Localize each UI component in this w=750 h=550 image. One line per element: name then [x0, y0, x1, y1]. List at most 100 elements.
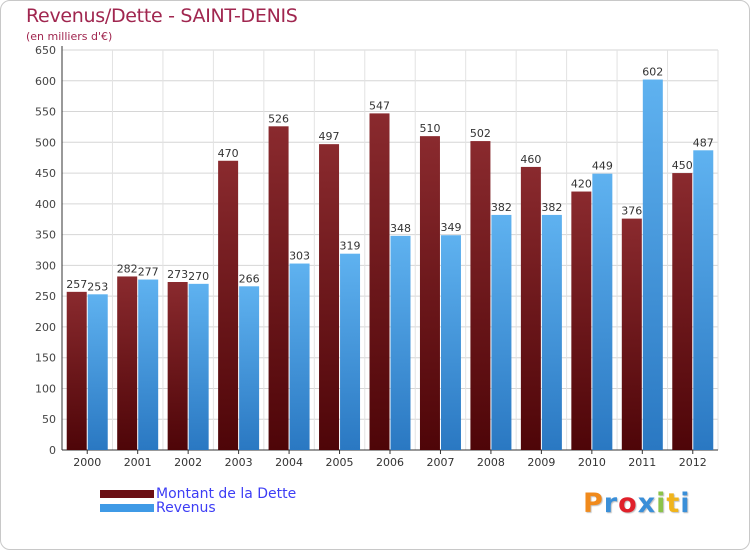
data-label: 526 — [268, 112, 289, 125]
y-tick-label: 400 — [35, 198, 56, 211]
x-tick-label: 2009 — [527, 456, 555, 469]
bar-revenus — [693, 150, 714, 451]
x-tick-label: 2008 — [477, 456, 505, 469]
bar-dette — [621, 218, 642, 450]
y-tick-label: 350 — [35, 229, 56, 242]
data-label: 266 — [239, 272, 260, 285]
bar-revenus — [188, 283, 209, 450]
axes: 0 50 100 150 200 250 300 350 400 450 500 550 600 650 2… — [35, 44, 718, 469]
data-label: 303 — [289, 250, 310, 263]
y-tick-label: 500 — [35, 136, 56, 149]
legend-swatch-revenus — [100, 504, 154, 512]
x-tick-label: 2011 — [628, 456, 656, 469]
bar-revenus — [642, 79, 663, 451]
y-tick-label: 200 — [35, 321, 56, 334]
data-label: 382 — [491, 201, 512, 214]
proxiti-logo: Proxiti — [583, 488, 691, 519]
y-tick-label: 650 — [35, 44, 56, 57]
y-tick-label: 100 — [35, 382, 56, 395]
data-label: 282 — [117, 262, 138, 275]
bar-revenus — [340, 253, 361, 450]
legend-item-dette: Montant de la Dette — [100, 486, 296, 502]
data-label: 253 — [87, 280, 108, 293]
data-label: 547 — [369, 99, 390, 112]
bar-revenus — [138, 279, 159, 450]
data-label: 349 — [440, 221, 461, 234]
bar-revenus — [592, 173, 613, 450]
x-tick-label: 2003 — [225, 456, 253, 469]
y-tick-label: 550 — [35, 106, 56, 119]
logo-letter: t — [666, 488, 681, 519]
data-label: 460 — [520, 153, 541, 166]
chart-subtitle: (en milliers d'€) — [26, 30, 113, 43]
bar-dette — [268, 126, 289, 451]
y-tick-label: 50 — [42, 413, 56, 426]
bar-dette — [520, 166, 541, 450]
bar-revenus — [87, 294, 108, 450]
data-label: 470 — [218, 147, 239, 160]
x-tick-label: 2000 — [73, 456, 101, 469]
y-tick-label: 600 — [35, 75, 56, 88]
data-label: 487 — [693, 136, 714, 149]
data-labels: 257 253 282 277 273 270 470 266 526 303 497 319 547 3… — [66, 66, 714, 294]
x-tick-label: 2010 — [578, 456, 606, 469]
data-label: 450 — [672, 159, 693, 172]
bars — [66, 79, 714, 451]
y-tick-label: 250 — [35, 290, 56, 303]
bar-dette — [319, 144, 340, 450]
bar-dette — [369, 113, 390, 450]
data-label: 497 — [319, 130, 340, 143]
logo-letter: x — [637, 488, 657, 519]
bar-dette — [167, 282, 188, 450]
bar-revenus — [239, 286, 260, 450]
bar-dette — [218, 160, 239, 450]
x-tick-label: 2007 — [426, 456, 454, 469]
grid-lines — [61, 49, 719, 450]
bar-revenus — [440, 235, 461, 450]
data-label: 376 — [621, 205, 642, 218]
data-label: 319 — [340, 240, 361, 253]
logo-letter: i — [656, 488, 667, 519]
data-label: 602 — [642, 66, 663, 79]
data-label: 270 — [188, 270, 209, 283]
bar-revenus — [491, 214, 512, 450]
data-label: 420 — [571, 178, 592, 191]
bar-revenus — [541, 214, 562, 450]
y-tick-label: 0 — [49, 444, 56, 457]
logo-letter: r — [603, 488, 619, 519]
data-label: 277 — [138, 266, 159, 279]
legend-label-dette: Montant de la Dette — [156, 486, 297, 502]
y-tick-label: 150 — [35, 352, 56, 365]
data-label: 273 — [167, 268, 188, 281]
logo-letter: P — [583, 488, 604, 519]
x-tick-label: 2001 — [124, 456, 152, 469]
data-label: 348 — [390, 222, 411, 235]
legend-swatch-dette — [100, 490, 154, 498]
x-tick-label: 2002 — [174, 456, 202, 469]
bar-dette — [419, 136, 440, 450]
data-label: 382 — [541, 201, 562, 214]
legend-label-revenus: Revenus — [156, 500, 216, 516]
logo-letter: i — [680, 488, 691, 519]
bar-dette — [571, 191, 592, 451]
x-tick-label: 2004 — [275, 456, 303, 469]
x-tick-label: 2012 — [679, 456, 707, 469]
data-label: 257 — [66, 278, 87, 291]
data-label: 449 — [592, 160, 613, 173]
data-label: 502 — [470, 127, 491, 140]
y-tick-label: 300 — [35, 259, 56, 272]
x-tick-label: 2005 — [326, 456, 354, 469]
legend-item-revenus: Revenus — [100, 500, 216, 516]
y-tick-label: 450 — [35, 167, 56, 180]
bar-dette — [117, 276, 138, 450]
x-tick-label: 2006 — [376, 456, 404, 469]
bar-revenus — [390, 235, 411, 450]
bar-dette — [66, 291, 87, 450]
bar-dette — [470, 141, 491, 451]
logo-letter: o — [618, 488, 638, 519]
data-label: 510 — [419, 122, 440, 135]
bar-revenus — [289, 263, 310, 450]
bar-dette — [672, 173, 693, 451]
chart-title: Revenus/Dette - SAINT-DENIS — [26, 5, 298, 27]
